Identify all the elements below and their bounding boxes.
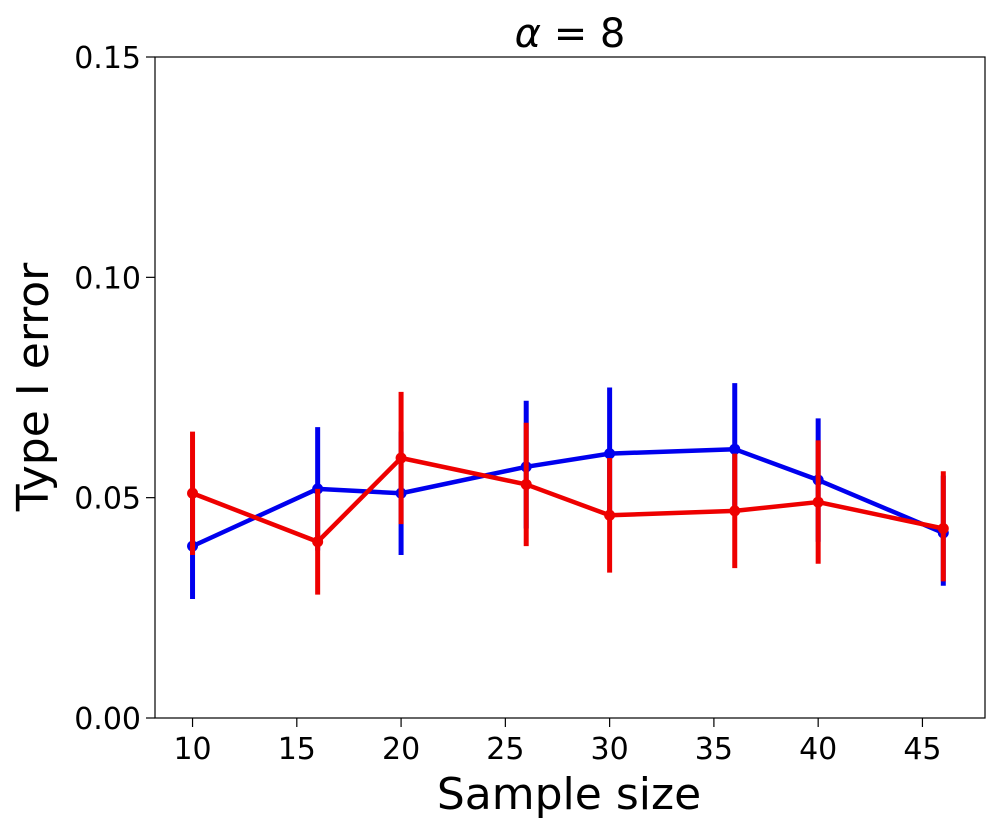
chart-title-symbol: α <box>515 11 541 57</box>
x-tick-label: 25 <box>486 732 524 767</box>
y-tick-label: 0.00 <box>74 702 141 737</box>
series-line-red <box>190 455 946 544</box>
series-layer <box>187 383 949 600</box>
y-axis: 0.00 0.05 0.10 0.15 <box>74 41 155 737</box>
x-tick-label: 15 <box>278 732 316 767</box>
data-point-red <box>395 452 407 464</box>
chart-title-value: = 8 <box>541 11 625 57</box>
data-point-red <box>312 536 324 548</box>
x-tick-label: 30 <box>591 732 629 767</box>
x-tick-label: 35 <box>695 732 733 767</box>
data-point-red <box>937 523 949 535</box>
y-tick-label: 0.15 <box>74 41 141 76</box>
data-point-red <box>729 505 741 517</box>
y-tick-label: 0.05 <box>74 482 141 517</box>
series-red <box>187 391 949 595</box>
y-axis-label: Type I error <box>8 262 59 512</box>
x-tick-label: 20 <box>382 732 420 767</box>
data-point-red <box>187 487 199 499</box>
x-tick-label: 45 <box>903 732 941 767</box>
plot-frame <box>154 56 986 719</box>
data-point-blue <box>729 443 741 455</box>
data-point-blue <box>604 448 616 460</box>
chart-title: α = 8 <box>515 11 626 57</box>
x-tick-label: 40 <box>799 732 837 767</box>
y-tick-label: 0.10 <box>74 261 141 296</box>
series-blue <box>187 383 949 600</box>
data-point-red <box>520 478 532 490</box>
data-point-red <box>812 496 824 508</box>
x-axis-label: Sample size <box>437 769 701 820</box>
x-tick-label: 10 <box>173 732 211 767</box>
x-axis: 10 15 20 25 30 35 40 45 <box>173 718 942 767</box>
series-line-blue <box>190 446 946 549</box>
data-point-red <box>604 509 616 521</box>
